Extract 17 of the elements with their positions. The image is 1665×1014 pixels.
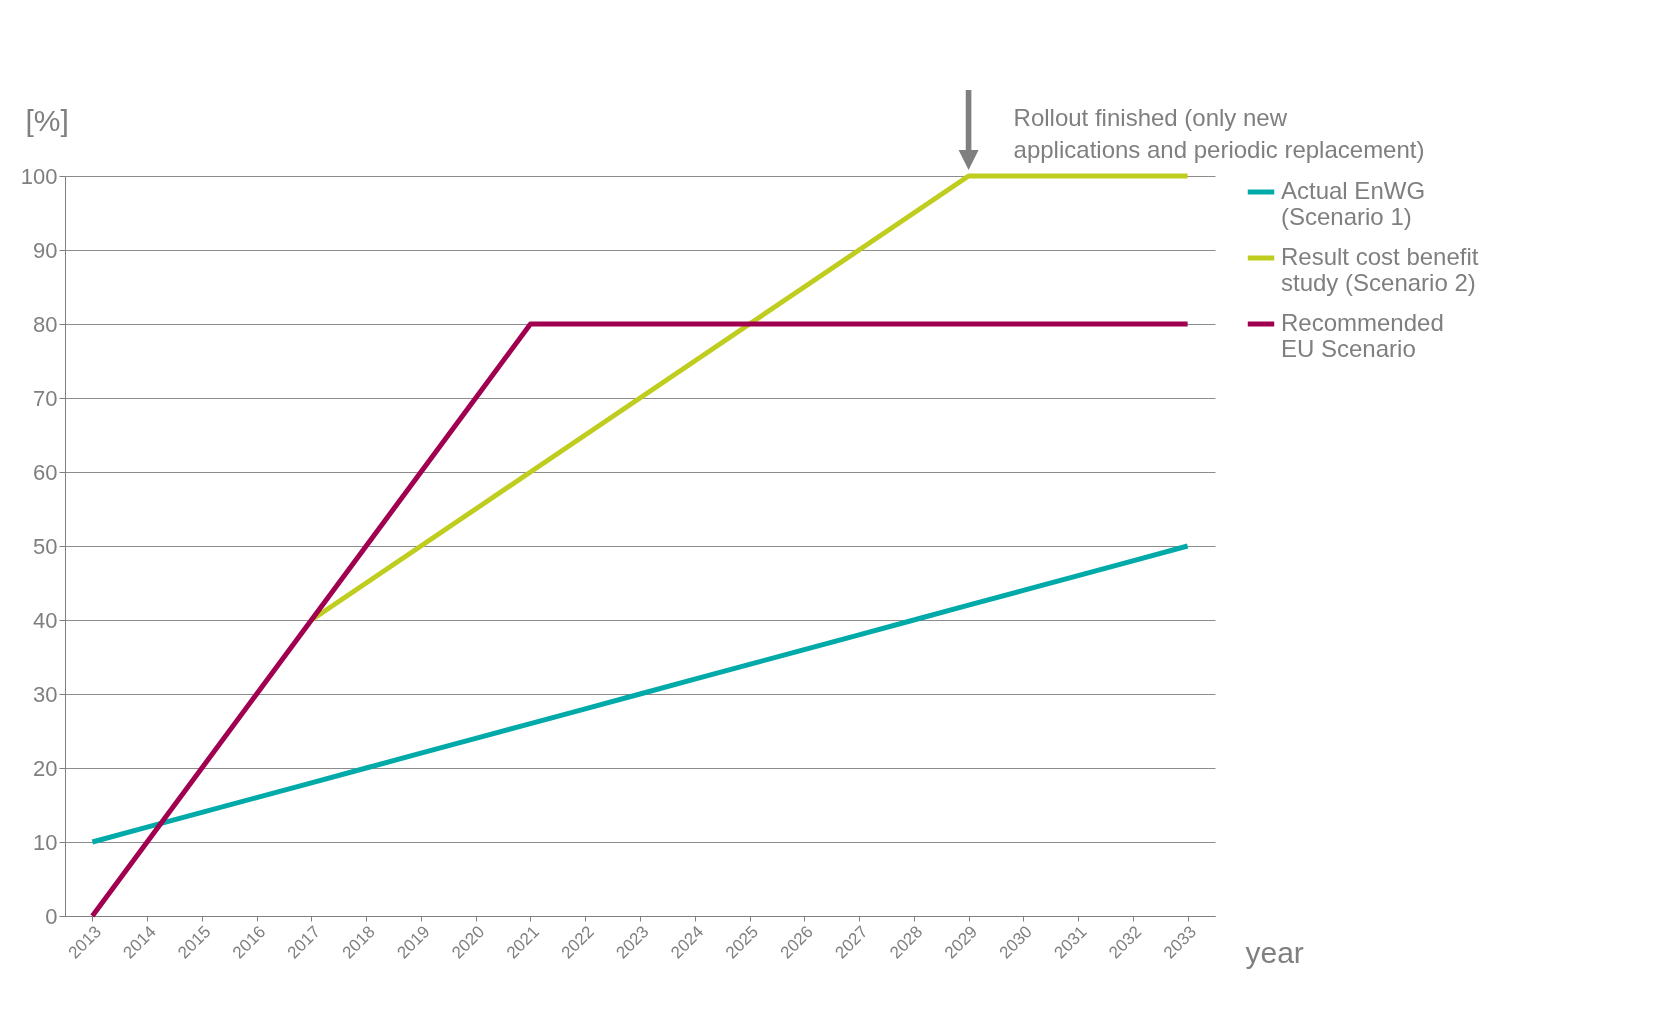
y-tick-label: 90	[33, 237, 58, 263]
y-tick-label: 0	[45, 903, 58, 929]
y-tick-label: 70	[33, 385, 58, 411]
annotation: Rollout finished (only new applications and periodic replacement)	[1013, 104, 1425, 163]
legend-label: Result cost benefit study (Scenario 2)	[1281, 243, 1479, 296]
y-tick-label: 50	[33, 533, 58, 559]
y-axis-title: [%]	[25, 103, 69, 137]
x-axis-title: year	[1245, 935, 1304, 969]
y-tick-label: 60	[33, 459, 58, 485]
y-tick-label: 80	[33, 311, 58, 337]
y-tick-label: 20	[33, 755, 58, 781]
y-tick-label: 30	[33, 681, 58, 707]
y-tick-label: 10	[33, 829, 58, 855]
legend-label: Recommended EU Scenario	[1281, 309, 1444, 362]
legend-label: Actual EnWG (Scenario 1)	[1281, 177, 1426, 230]
y-tick-label: 100	[20, 163, 58, 189]
y-tick-label: 40	[33, 607, 58, 633]
